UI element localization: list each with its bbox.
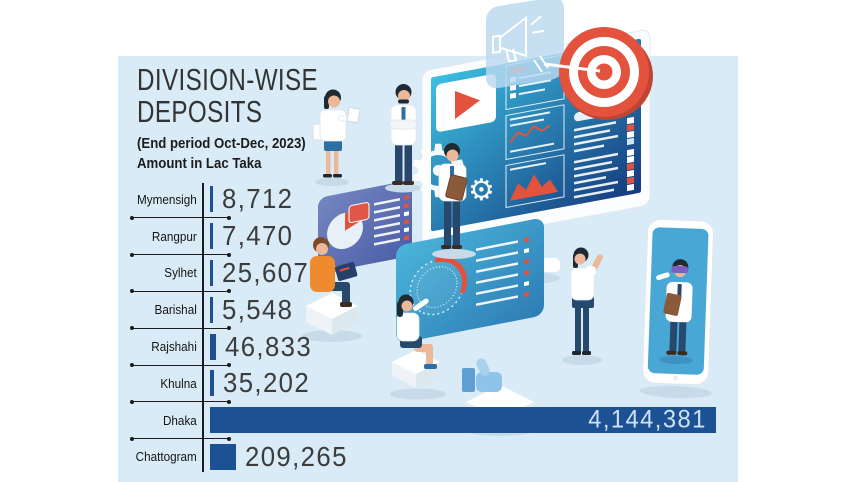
row-separator <box>130 252 231 257</box>
deposit-bar <box>210 333 216 360</box>
deposit-bar: 4,144,381 <box>210 405 716 434</box>
chart-row: Dhaka 4,144,381 <box>118 402 738 439</box>
row-separator <box>130 436 231 441</box>
period-subtitle: (End period Oct-Dec, 2023) <box>137 135 306 152</box>
deposit-value: 46,833 <box>224 330 312 362</box>
chart-row: Mymensigh 8,712 <box>118 181 738 218</box>
deposit-bar <box>210 259 214 286</box>
deposit-bar <box>210 370 215 397</box>
deposit-bar <box>210 443 236 470</box>
row-separator <box>130 399 231 404</box>
deposit-bar <box>210 296 213 323</box>
chart-row: Khulna 35,202 <box>118 365 738 402</box>
division-label: Barishal <box>154 302 197 318</box>
chart-row: Rajshahi 46,833 <box>118 328 738 365</box>
division-label: Sylhet <box>164 265 197 281</box>
deposit-value: 4,144,381 <box>588 405 707 434</box>
chart-row: Barishal 5,548 <box>118 291 738 328</box>
chart-axis-line <box>202 183 204 472</box>
deposit-value: 7,470 <box>221 220 293 252</box>
chart-row: Sylhet 25,607 <box>118 255 738 292</box>
unit-label: Amount in Lac Taka <box>137 155 262 172</box>
division-label: Khulna <box>160 375 197 391</box>
division-label: Dhaka <box>162 412 197 428</box>
division-label: Chattogram <box>135 449 197 465</box>
row-separator <box>130 215 231 220</box>
header: DIVISION-WISE DEPOSITS (End period Oct-D… <box>137 62 369 173</box>
deposit-bar <box>210 186 213 213</box>
deposit-bar <box>210 223 213 250</box>
bar-chart: Mymensigh 8,712 Rangpur 7,470 Sylhet 25,607 Ba… <box>118 181 738 482</box>
page-title-line1: DIVISION-WISE <box>137 62 319 97</box>
row-separator <box>130 289 231 294</box>
deposit-value: 35,202 <box>223 367 311 399</box>
row-separator <box>130 326 231 331</box>
deposit-value: 5,548 <box>221 293 293 325</box>
row-separator <box>130 363 231 367</box>
deposit-value: 25,607 <box>222 256 310 288</box>
deposit-value: 209,265 <box>244 440 348 472</box>
division-label: Rajshahi <box>151 339 197 355</box>
chart-row: Chattogram 209,265 <box>118 439 738 476</box>
division-label: Rangpur <box>151 228 197 244</box>
chart-row: Rangpur 7,470 <box>118 218 738 255</box>
chart-content: DIVISION-WISE DEPOSITS (End period Oct-D… <box>118 56 738 482</box>
deposit-value: 8,712 <box>221 183 293 215</box>
division-label: Mymensigh <box>136 191 197 207</box>
page-title-line2: DEPOSITS <box>137 94 263 129</box>
chart-rows: Mymensigh 8,712 Rangpur 7,470 Sylhet 25,607 Ba… <box>118 181 738 475</box>
